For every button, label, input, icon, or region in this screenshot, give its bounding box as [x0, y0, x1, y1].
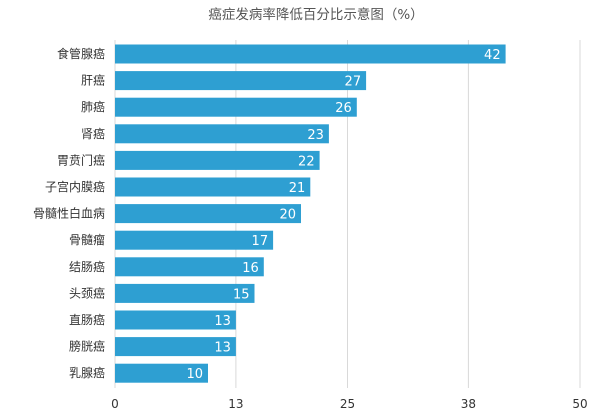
bar [115, 337, 236, 357]
bar [115, 257, 264, 277]
bar [115, 283, 255, 303]
bar-value-label: 21 [289, 181, 306, 196]
x-tick-label: 13 [228, 397, 243, 411]
category-label: 乳腺癌 [69, 365, 105, 380]
bar-value-label: 13 [214, 314, 231, 329]
bar [115, 204, 301, 224]
bar-value-label: 42 [484, 48, 501, 63]
bar-value-label: 22 [298, 154, 315, 169]
x-tick-label: 0 [111, 397, 119, 411]
category-label: 结肠癌 [69, 259, 105, 274]
bar [115, 97, 357, 117]
category-label: 肾癌 [81, 126, 105, 141]
bar [115, 44, 506, 64]
category-label: 骨髓瘤 [69, 232, 105, 247]
bar-value-label: 26 [335, 101, 352, 116]
category-label: 肺癌 [81, 99, 105, 114]
x-axis-ticks: 0 13 25 38 50 [111, 397, 587, 411]
bar-value-label: 23 [307, 128, 324, 143]
bar [115, 124, 329, 144]
category-labels: 食管腺癌肝癌肺癌肾癌胃贲门癌子宫内膜癌骨髓性白血病骨髓瘤结肠癌头颈癌直肠癌膀胱癌… [33, 46, 105, 380]
bar-value-label: 15 [233, 287, 250, 302]
bar [115, 230, 274, 250]
category-label: 子宫内膜癌 [45, 179, 105, 194]
bar-value-label: 13 [214, 341, 231, 356]
bar [115, 71, 367, 91]
chart-title: 癌症发病率降低百分比示意图（%） [208, 6, 423, 23]
category-label: 膀胱癌 [69, 339, 105, 354]
category-label: 头颈癌 [69, 285, 105, 300]
bar-value-label: 10 [186, 367, 203, 382]
category-label: 食管腺癌 [57, 46, 105, 61]
bar-value-label: 16 [242, 261, 259, 276]
bar [115, 177, 311, 197]
category-label: 胃贲门癌 [57, 152, 105, 167]
x-tick-label: 25 [340, 397, 355, 411]
bar [115, 150, 320, 170]
bar [115, 363, 208, 383]
bar-value-label: 20 [279, 208, 296, 223]
bar-value-label: 27 [345, 75, 362, 90]
category-label: 直肠癌 [69, 312, 105, 327]
x-tick-label: 50 [572, 397, 587, 411]
category-label: 骨髓性白血病 [33, 206, 105, 221]
bar-value-label: 17 [252, 234, 269, 249]
bar [115, 310, 236, 330]
x-tick-label: 38 [461, 397, 476, 411]
category-label: 肝癌 [81, 73, 105, 88]
